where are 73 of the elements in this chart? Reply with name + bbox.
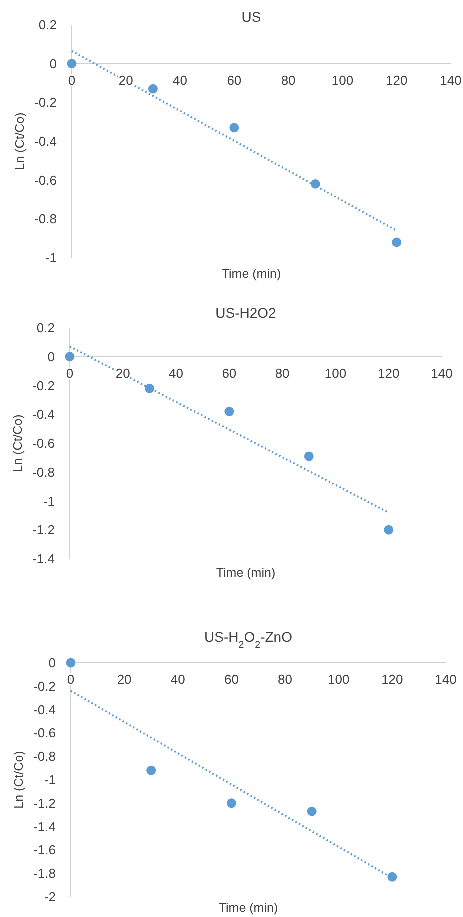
y-tick-label: -0.8 <box>32 464 55 480</box>
point <box>65 352 75 362</box>
y-tick-label: -1.8 <box>34 866 56 882</box>
y-tick-label: -0.2 <box>34 678 56 694</box>
y-tick-label: 0.2 <box>38 18 57 32</box>
y-tick-label: -1.4 <box>34 819 56 834</box>
point <box>66 658 76 668</box>
y-tick-label: -1 <box>44 772 56 788</box>
point <box>307 806 317 816</box>
y-tick-label: -0.4 <box>34 134 57 149</box>
x-tick-label: 80 <box>275 366 290 381</box>
x-tick-label: 40 <box>169 366 184 381</box>
chart-title: US-H$_{2}$O$_{2}$-ZnO <box>204 629 293 650</box>
x-tick-label: 60 <box>222 366 237 381</box>
x-axis-title: Time (min) <box>216 566 276 580</box>
y-tick-label: -2 <box>44 890 56 904</box>
point <box>384 525 394 535</box>
x-tick-label: 60 <box>227 72 242 88</box>
point <box>226 798 236 808</box>
point <box>224 407 234 416</box>
chart-title: US-H2O2 <box>216 305 277 321</box>
y-tick-label: -0.8 <box>34 212 57 227</box>
point <box>148 84 158 94</box>
y-tick-label: -1.2 <box>32 522 55 538</box>
y-axis-title: Ln (Ct/Co) <box>11 414 25 472</box>
y-tick-label: -0.2 <box>32 378 55 394</box>
x-tick-label: 120 <box>382 672 404 687</box>
x-tick-label: 120 <box>386 72 408 88</box>
point <box>146 766 156 776</box>
x-tick-label: 140 <box>431 366 453 381</box>
chart-title: US <box>242 9 262 25</box>
point <box>144 384 154 394</box>
x-tick-label: 0 <box>68 72 76 88</box>
x-tick-label: 80 <box>278 672 293 687</box>
point <box>304 452 314 462</box>
y-tick-label: -0.2 <box>34 95 57 110</box>
y-tick-label: -0.6 <box>32 436 55 451</box>
y-tick-label: -0.4 <box>34 702 56 718</box>
point <box>67 59 77 69</box>
x-tick-label: 60 <box>224 672 239 687</box>
x-tick-label: 140 <box>440 72 462 88</box>
y-tick-label: -0.8 <box>34 749 56 764</box>
y-tick-label: -1 <box>45 250 57 266</box>
y-tick-label: 0.2 <box>36 320 55 336</box>
x-tick-label: 80 <box>281 72 296 88</box>
x-tick-label: 20 <box>117 672 132 687</box>
y-tick-label: -0.6 <box>34 726 56 741</box>
y-tick-label: 0 <box>48 656 56 670</box>
y-tick-label: -0.6 <box>34 172 57 188</box>
x-tick-label: 100 <box>332 72 354 88</box>
x-tick-label: 100 <box>328 672 350 687</box>
x-tick-label: 120 <box>378 366 400 381</box>
x-tick-label: 40 <box>170 672 186 687</box>
y-axis-title: Ln (Ct/Co) <box>12 751 26 809</box>
y-axis-title: Ln (Ct/Co) <box>13 112 27 170</box>
point <box>230 123 240 133</box>
point <box>392 238 402 248</box>
y-tick-label: -1.6 <box>34 842 56 858</box>
x-axis-title: Time (min) <box>218 901 278 915</box>
y-tick-label: -1.2 <box>34 796 56 811</box>
y-tick-label: 0 <box>50 56 57 72</box>
y-tick-label: -1 <box>43 494 55 509</box>
x-tick-label: 100 <box>324 366 347 381</box>
point <box>388 872 398 882</box>
x-tick-label: 0 <box>67 672 75 687</box>
x-tick-label: 0 <box>66 366 74 381</box>
x-axis-title: Time (min) <box>222 267 282 281</box>
y-tick-label: 0 <box>48 349 55 364</box>
y-tick-label: -1.4 <box>32 552 55 566</box>
x-tick-label: 140 <box>435 672 457 687</box>
y-tick-label: -0.4 <box>32 407 55 422</box>
point <box>310 180 320 189</box>
x-tick-label: 40 <box>173 72 188 88</box>
